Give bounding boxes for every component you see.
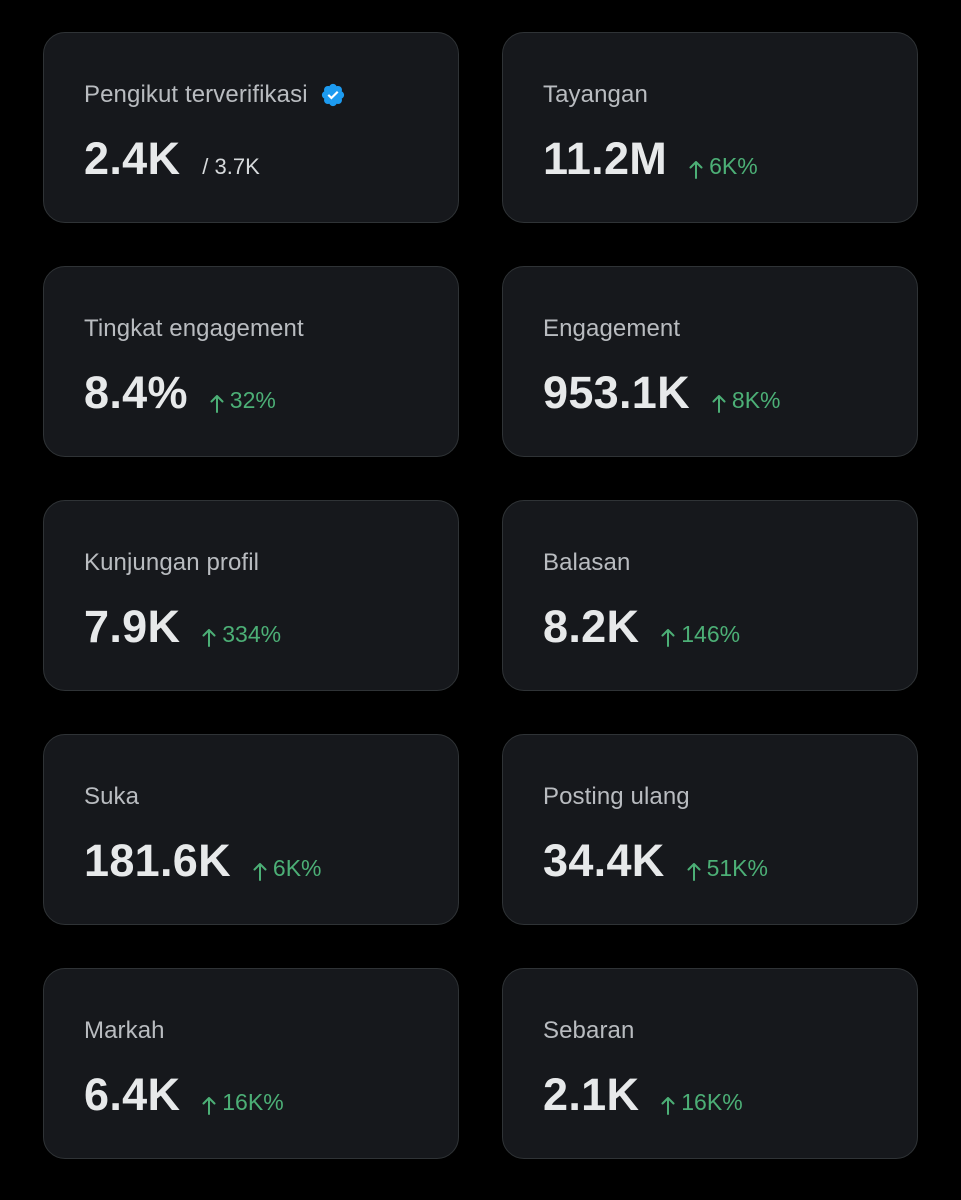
metric-label-row: Markah bbox=[84, 1017, 418, 1045]
metric-label: Balasan bbox=[543, 549, 631, 576]
metric-value-row: 2.4K / 3.7K bbox=[84, 133, 418, 185]
metric-change: 146% bbox=[661, 621, 740, 648]
metric-value: 11.2M bbox=[543, 133, 668, 184]
metric-card-reposts[interactable]: Posting ulang 34.4K 51K% bbox=[502, 734, 918, 925]
metric-label: Tayangan bbox=[543, 81, 648, 108]
metric-card-likes[interactable]: Suka 181.6K 6K% bbox=[43, 734, 459, 925]
arrow-up-icon bbox=[210, 394, 224, 413]
metric-change: 8K% bbox=[712, 387, 781, 414]
metric-card-shares[interactable]: Sebaran 2.1K 16K% bbox=[502, 968, 918, 1159]
metric-change-value: 6K% bbox=[709, 153, 758, 179]
metric-value: 8.4% bbox=[84, 367, 188, 418]
metric-value-row: 11.2M 6K% bbox=[543, 133, 877, 185]
metric-label-row: Sebaran bbox=[543, 1017, 877, 1045]
metric-change-value: 16K% bbox=[681, 1089, 743, 1115]
metric-card-profile-visits[interactable]: Kunjungan profil 7.9K 334% bbox=[43, 500, 459, 691]
metric-card-verified-followers[interactable]: Pengikut terverifikasi 2.4K / 3.7K bbox=[43, 32, 459, 223]
metric-label: Engagement bbox=[543, 315, 681, 342]
metric-total: / 3.7K bbox=[202, 154, 260, 179]
arrow-up-icon bbox=[712, 394, 726, 413]
metric-card-replies[interactable]: Balasan 8.2K 146% bbox=[502, 500, 918, 691]
metric-change-value: 32% bbox=[229, 387, 276, 413]
metric-change-value: 6K% bbox=[272, 855, 322, 881]
metric-change: 51K% bbox=[687, 855, 768, 882]
metric-change-value: 51K% bbox=[706, 855, 768, 881]
metric-value-row: 953.1K 8K% bbox=[543, 367, 877, 419]
metric-label-row: Pengikut terverifikasi bbox=[84, 81, 418, 109]
arrow-up-icon bbox=[661, 1096, 675, 1115]
metric-value: 8.2K bbox=[543, 601, 640, 652]
metric-label-row: Suka bbox=[84, 783, 418, 811]
metric-label: Posting ulang bbox=[543, 783, 690, 810]
arrow-up-icon bbox=[202, 628, 216, 647]
arrow-up-icon bbox=[689, 160, 703, 179]
metric-card-engagements[interactable]: Engagement 953.1K 8K% bbox=[502, 266, 918, 457]
metric-change: 334% bbox=[202, 621, 281, 648]
metric-value-row: 8.4% 32% bbox=[84, 367, 418, 419]
metric-change: 16K% bbox=[661, 1089, 743, 1116]
arrow-up-icon bbox=[661, 628, 675, 647]
metric-change: 32% bbox=[210, 387, 276, 414]
metric-value: 2.4K bbox=[84, 133, 181, 184]
metric-value-row: 8.2K 146% bbox=[543, 601, 877, 653]
metric-label: Tingkat engagement bbox=[84, 315, 304, 342]
metric-card-bookmarks[interactable]: Markah 6.4K 16K% bbox=[43, 968, 459, 1159]
metric-card-impressions[interactable]: Tayangan 11.2M 6K% bbox=[502, 32, 918, 223]
metric-label-row: Tayangan bbox=[543, 81, 877, 109]
metric-value-row: 181.6K 6K% bbox=[84, 835, 418, 887]
metric-value-row: 2.1K 16K% bbox=[543, 1069, 877, 1121]
metric-value-row: 7.9K 334% bbox=[84, 601, 418, 653]
arrow-up-icon bbox=[253, 862, 267, 881]
metric-change-value: 334% bbox=[222, 621, 282, 647]
metric-change: 16K% bbox=[202, 1089, 284, 1116]
metric-card-engagement-rate[interactable]: Tingkat engagement 8.4% 32% bbox=[43, 266, 459, 457]
metric-value-row: 6.4K 16K% bbox=[84, 1069, 418, 1121]
arrow-up-icon bbox=[687, 862, 701, 881]
metric-label-row: Posting ulang bbox=[543, 783, 877, 811]
metric-label: Pengikut terverifikasi bbox=[84, 81, 308, 108]
arrow-up-icon bbox=[202, 1096, 216, 1115]
metric-label: Markah bbox=[84, 1017, 165, 1044]
metric-label-row: Engagement bbox=[543, 315, 877, 343]
metric-label: Sebaran bbox=[543, 1017, 635, 1044]
metric-label-row: Kunjungan profil bbox=[84, 549, 418, 577]
metric-label: Suka bbox=[84, 783, 140, 810]
verified-badge-icon bbox=[320, 82, 346, 108]
metric-value: 2.1K bbox=[543, 1069, 640, 1120]
metric-change-value: 8K% bbox=[731, 387, 781, 413]
metric-label-row: Balasan bbox=[543, 549, 877, 577]
metric-value: 34.4K bbox=[543, 835, 665, 886]
metrics-grid: Pengikut terverifikasi 2.4K / 3.7K Tayan… bbox=[43, 32, 918, 1159]
metric-value: 953.1K bbox=[543, 367, 690, 418]
metric-label-row: Tingkat engagement bbox=[84, 315, 418, 343]
metric-change: 6K% bbox=[689, 153, 758, 180]
metric-label: Kunjungan profil bbox=[84, 549, 260, 576]
metric-change-value: 16K% bbox=[222, 1089, 284, 1115]
metric-value: 181.6K bbox=[84, 835, 231, 886]
metric-value: 7.9K bbox=[84, 601, 181, 652]
metric-value: 6.4K bbox=[84, 1069, 181, 1120]
metric-change: 6K% bbox=[253, 855, 322, 882]
metric-value-row: 34.4K 51K% bbox=[543, 835, 877, 887]
metric-change-value: 146% bbox=[681, 621, 741, 647]
